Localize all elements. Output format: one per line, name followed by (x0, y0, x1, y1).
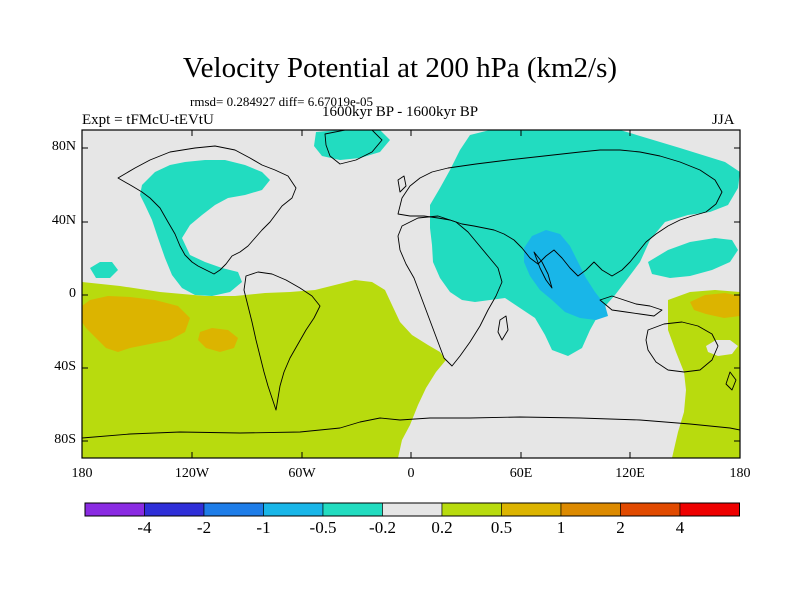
y-label-40s: 40S (54, 359, 76, 374)
colorbar-box-8 (501, 502, 562, 517)
colorbar-label-7: 0.5 (490, 518, 513, 537)
colorbar-box-10 (620, 502, 681, 517)
negative-peak-south-asia (524, 230, 608, 320)
negative-region-east-asia (648, 238, 738, 278)
colorbar-box-1 (84, 502, 145, 517)
y-label-40n: 40N (51, 213, 76, 228)
colorbar-label-8: 1 (556, 518, 566, 537)
experiment-label: Expt = tFMcU-tEVtU (82, 112, 214, 128)
coast-greenland (324, 130, 383, 165)
y-label-80s: 80S (54, 432, 76, 447)
coastlines (82, 130, 740, 439)
colorbar-box-2 (144, 502, 205, 517)
colorbar-box-9 (560, 502, 621, 517)
coast-australia (645, 321, 719, 373)
coast-india (533, 251, 553, 289)
colorbar (84, 502, 740, 517)
colorbar-frame (84, 502, 740, 517)
coast-africa (397, 215, 503, 367)
negative-region-eurasia (430, 130, 740, 356)
x-label-180w: 180 (71, 466, 93, 481)
negative-region-pacific-small (90, 262, 118, 278)
colorbar-label-2: -2 (196, 518, 212, 537)
coast-uk (397, 175, 407, 193)
coast-eurasia (397, 149, 723, 277)
x-label-0: 0 (407, 466, 415, 481)
colorbar-label-4: -0.5 (309, 518, 337, 537)
y-ticks (82, 147, 740, 442)
colorbar-label-6: 0.2 (431, 518, 453, 537)
colorbar-label-3: -1 (256, 518, 271, 537)
colorbar-box-5 (322, 502, 383, 517)
coast-antarctica (82, 416, 740, 439)
colorbar-box-3 (203, 502, 264, 517)
colorbar-label-10: 4 (675, 518, 685, 537)
coast-se-asia (599, 295, 663, 317)
season-label: JJA (712, 112, 735, 128)
x-label-180e: 180 (729, 466, 751, 481)
page-title: Velocity Potential at 200 hPa (km2/s) (182, 52, 618, 84)
x-label-60e: 60E (509, 466, 533, 481)
positive-peak-pacific (82, 296, 190, 352)
coast-madagascar (497, 315, 509, 341)
x-label-120w: 120W (174, 466, 210, 481)
y-label-80n: 80N (51, 139, 76, 154)
stats-text: rmsd= 0.284927 diff= 6.67019e-05 (190, 94, 374, 109)
y-label-0: 0 (69, 286, 76, 301)
period-label: 1600kyr BP - 1600kyr BP (322, 104, 479, 120)
colorbar-box-11 (679, 502, 740, 517)
colorbar-box-6 (382, 502, 443, 517)
positive-peak-west-pacific (690, 293, 740, 318)
x-ticks (81, 130, 741, 458)
colorbar-label-1: -4 (137, 518, 152, 537)
x-label-60w: 60W (288, 466, 316, 481)
positive-peak-south-pacific (198, 328, 238, 352)
negative-region-north-america (140, 160, 270, 296)
coast-north-america (117, 145, 297, 275)
positive-region-australia (668, 290, 740, 458)
coast-new-zealand (725, 371, 737, 391)
colorbar-box-4 (263, 502, 324, 517)
coast-south-america (243, 271, 321, 411)
x-label-120e: 120E (615, 466, 645, 481)
colorbar-label-9: 2 (616, 518, 625, 537)
map-field (82, 130, 740, 458)
colorbar-box-7 (441, 502, 502, 517)
colorbar-label-5: -0.2 (369, 518, 396, 537)
weak-patch-australia (706, 340, 738, 356)
